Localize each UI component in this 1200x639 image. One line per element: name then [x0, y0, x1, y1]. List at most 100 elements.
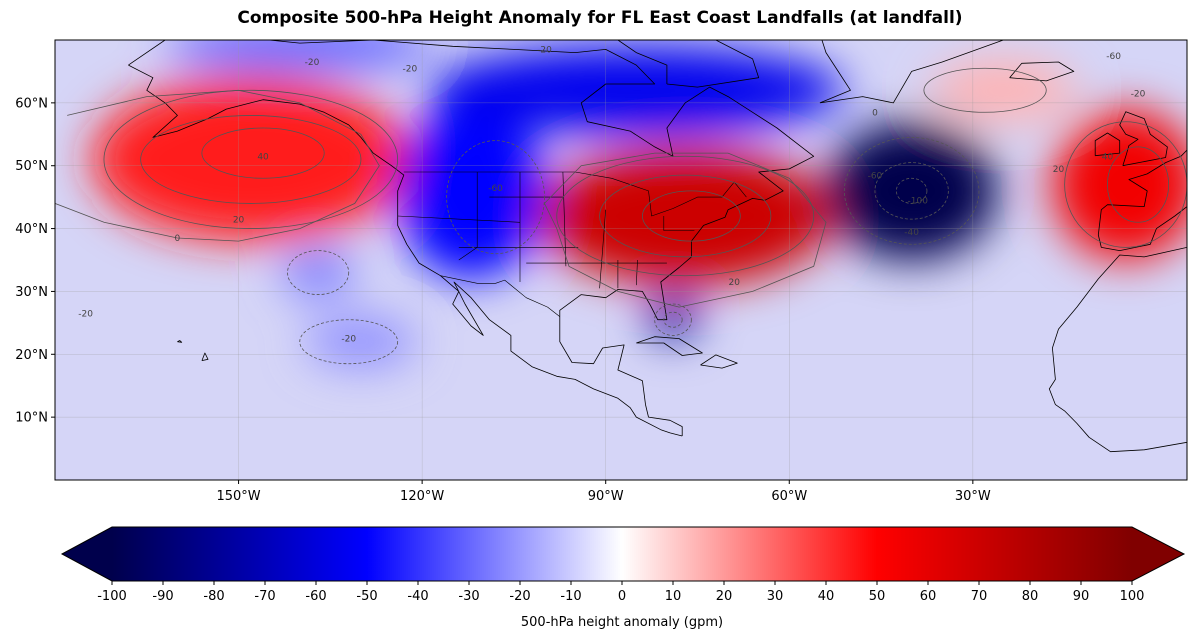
contour-label: -40	[904, 228, 919, 238]
political-border	[403, 171, 747, 217]
contour-line	[923, 67, 1047, 113]
contour-line	[299, 319, 399, 365]
contour-label: 40	[257, 152, 269, 162]
colorbar-label: 500-hPa height anomaly (gpm)	[521, 615, 723, 630]
map: 40 20 0 -20 -20 -20 -20 -20 -60 20 0 -60 -100 -40 20 40…	[15, 39, 1188, 504]
colorbar-tick-label: -40	[407, 589, 428, 604]
figure-title: Composite 500-hPa Height Anomaly for FL …	[237, 8, 963, 28]
coastline	[201, 352, 209, 361]
colorbar-tick-label: 0	[618, 589, 626, 604]
contour-labels: 40 20 0 -20 -20 -20 -20 -20 -60 20 0 -60 -100 -40 20 40…	[78, 46, 1145, 345]
anomaly-blob	[397, 102, 545, 279]
anomaly-blob	[281, 247, 355, 298]
lon-tick-label: 150°W	[216, 489, 260, 504]
contour-label: -20	[341, 335, 356, 345]
contour-label: 20	[728, 278, 740, 288]
colorbar-tick-label: -60	[305, 589, 326, 604]
contour-lines	[55, 67, 1187, 365]
lon-tick-label: 120°W	[400, 489, 444, 504]
lat-axis: 10°N 20°N 30°N 40°N 50°N 60°N	[15, 96, 55, 426]
anomaly-blob	[538, 146, 833, 286]
coastline	[819, 40, 1035, 104]
colorbar-tick-label: -30	[458, 589, 479, 604]
anomaly-blob	[305, 316, 417, 367]
lat-tick-label: 60°N	[15, 96, 48, 111]
coastline	[700, 354, 738, 369]
coastline	[128, 40, 815, 436]
zero-contour	[55, 89, 380, 242]
contour-line	[201, 127, 325, 179]
contour-line	[874, 162, 949, 220]
colorbar-tick-label: -90	[152, 589, 173, 604]
contour-line	[287, 250, 350, 295]
colorbar-tick-label: 20	[716, 589, 733, 604]
map-frame	[54, 39, 1188, 481]
lat-tick-label: 50°N	[15, 159, 48, 174]
contour-line	[556, 155, 815, 277]
political-border	[440, 275, 560, 317]
coastlines	[128, 40, 1187, 453]
contour-line	[103, 89, 399, 229]
colorbar-tick-label: -70	[254, 589, 275, 604]
contour-line	[140, 115, 362, 204]
contour-label: -100	[908, 196, 929, 206]
contour-label: -60	[1106, 52, 1121, 62]
coastline	[1094, 132, 1121, 157]
colorbar-tick-label: 90	[1073, 589, 1090, 604]
coastline	[636, 336, 703, 356]
contour-label: -20	[78, 310, 93, 320]
political-border	[636, 259, 638, 286]
colorbar-tick-label: 70	[971, 589, 988, 604]
colorbar-tick-label: 50	[869, 589, 886, 604]
colorbar-tick-label: 40	[818, 589, 835, 604]
anomaly-blob	[428, 46, 845, 135]
colorbar-tick-label: 30	[767, 589, 784, 604]
political-border	[599, 209, 606, 289]
contour-label: -60	[868, 171, 883, 181]
anomaly-blob	[165, 40, 435, 72]
colorbar-tick-label: 60	[920, 589, 937, 604]
contour-line	[895, 177, 928, 204]
coastline	[1119, 111, 1168, 167]
contour-line	[599, 174, 772, 258]
lon-axis: 150°W 120°W 90°W 60°W 30°W	[216, 480, 991, 504]
lat-tick-label: 30°N	[15, 285, 48, 300]
lon-tick-label: 60°W	[771, 489, 807, 504]
contour-line	[642, 190, 741, 242]
contour-label: 0	[175, 234, 181, 244]
colorbar-tick-label: -50	[356, 589, 377, 604]
lat-tick-label: 40°N	[15, 222, 48, 237]
zero-contour	[544, 152, 827, 308]
colorbar-tick-label: 100	[1120, 589, 1145, 604]
lon-tick-label: 90°W	[588, 489, 624, 504]
contour-line	[663, 311, 683, 328]
lat-tick-label: 20°N	[15, 348, 48, 363]
contour-line	[654, 303, 692, 336]
colorbar-ticks: -100 -90 -80 -70 -60 -50 -40 -30 -20 -10 0 10 20 30 40…	[97, 581, 1144, 604]
political-border	[397, 215, 521, 223]
contour-label: 40	[1102, 152, 1114, 162]
anomaly-blob	[825, 121, 998, 260]
anomaly-blob	[1052, 109, 1187, 260]
contour-label: -20	[305, 58, 320, 68]
colorbar-tick-label: -80	[203, 589, 224, 604]
contour-label: -20	[403, 64, 418, 74]
colorbar-bar	[60, 526, 1186, 582]
coastline	[1097, 149, 1187, 251]
anomaly-blob	[930, 58, 1077, 122]
lon-tick-label: 30°W	[955, 489, 991, 504]
coastline	[1048, 247, 1187, 453]
contour-line	[843, 137, 980, 245]
contour-label: -20	[537, 46, 552, 56]
contour-line	[1107, 146, 1170, 223]
contour-label: 20	[233, 215, 245, 225]
contour-line	[446, 140, 545, 255]
political-border	[562, 171, 567, 267]
colorbar-tick-label: 10	[665, 589, 682, 604]
coastline	[177, 340, 183, 343]
colorbar-tick-label: -10	[560, 589, 581, 604]
political-border	[663, 216, 695, 231]
colorbar-tick-label: -100	[97, 589, 127, 604]
colorbar-tick-label: -20	[509, 589, 530, 604]
